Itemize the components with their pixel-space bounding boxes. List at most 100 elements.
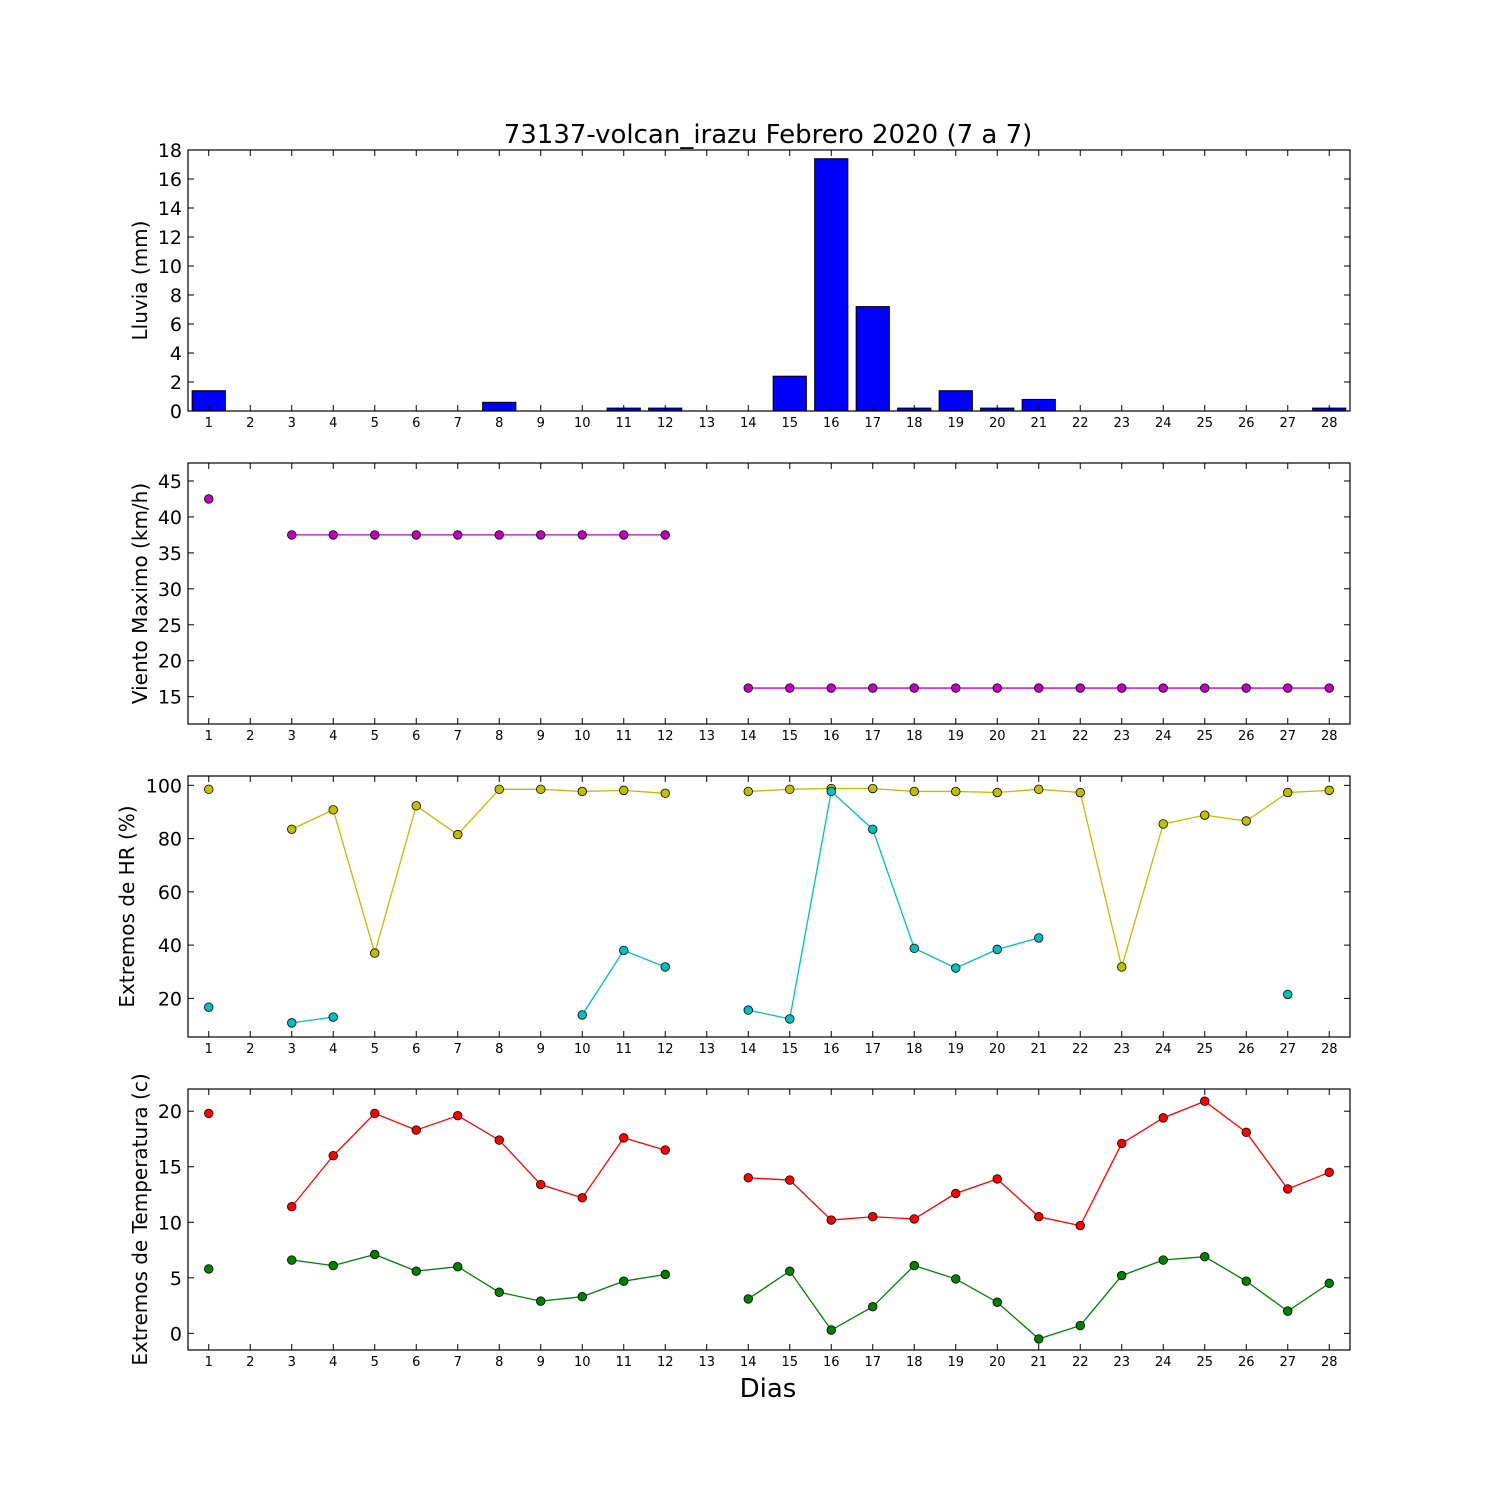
x-tick-label: 27	[1279, 1042, 1296, 1057]
x-tick-label: 5	[371, 729, 379, 744]
data-point	[868, 1301, 878, 1312]
y-tick-label: 40	[158, 507, 182, 529]
x-tick-label: 14	[740, 729, 757, 744]
x-tick-label: 27	[1279, 416, 1296, 431]
data-point	[785, 1266, 795, 1276]
data-point	[1158, 819, 1168, 829]
data-point	[951, 1274, 961, 1284]
x-tick-label: 21	[1030, 416, 1047, 431]
x-tick-label: 19	[947, 729, 964, 744]
data-point	[328, 1260, 338, 1271]
x-tick-label: 18	[906, 416, 923, 431]
x-tick-label: 3	[288, 1355, 296, 1370]
data-point	[370, 948, 380, 958]
data-point	[1158, 1113, 1168, 1123]
x-tick-label: 18	[906, 1042, 923, 1057]
y-tick-label: 0	[170, 401, 182, 423]
data-point	[992, 683, 1002, 693]
data-point	[370, 530, 380, 540]
data-point	[826, 1325, 836, 1335]
y-tick-label: 100	[146, 775, 182, 797]
x-tick-label: 3	[288, 1042, 296, 1057]
data-point	[992, 1297, 1002, 1307]
x-tick-label: 6	[412, 1042, 420, 1057]
data-point	[1283, 1306, 1293, 1316]
x-tick-label: 15	[781, 1355, 798, 1370]
x-tick-label: 7	[454, 416, 462, 431]
y-tick-label: 60	[158, 882, 182, 904]
x-tick-label: 4	[329, 1042, 337, 1057]
x-tick-label: 11	[615, 729, 632, 744]
x-tick-label: 3	[288, 729, 296, 744]
x-tick-label: 11	[615, 416, 632, 431]
x-tick-label: 21	[1030, 729, 1047, 744]
data-point	[287, 1202, 297, 1212]
x-tick-label: 1	[205, 1042, 213, 1057]
data-point	[619, 1133, 629, 1143]
series-line	[291, 1253, 666, 1302]
x-tick-label: 25	[1196, 1355, 1213, 1370]
data-point	[1034, 933, 1044, 943]
data-point	[826, 786, 836, 797]
y-tick-label: 4	[170, 343, 182, 365]
data-point	[411, 801, 421, 811]
data-point	[1241, 816, 1251, 826]
data-point	[1283, 1184, 1293, 1194]
series-line	[291, 788, 666, 956]
data-point	[660, 1145, 670, 1155]
series-line	[748, 790, 1039, 1020]
data-point	[1241, 1127, 1251, 1138]
x-tick-label: 22	[1072, 1042, 1089, 1057]
data-point	[909, 1214, 919, 1224]
data-point	[660, 788, 670, 799]
data-point	[951, 786, 961, 797]
y-tick-label: 20	[158, 988, 182, 1010]
x-tick-label: 9	[537, 416, 545, 431]
x-tick-label: 20	[989, 416, 1006, 431]
x-tick-label: 6	[412, 416, 420, 431]
data-point	[577, 1291, 587, 1302]
x-tick-label: 20	[989, 1355, 1006, 1370]
data-point	[951, 683, 961, 693]
x-tick-label: 7	[454, 729, 462, 744]
data-point	[909, 786, 919, 797]
data-point	[204, 494, 214, 504]
data-point	[370, 1108, 380, 1119]
y-tick-label: 14	[158, 198, 182, 220]
data-point	[204, 1002, 214, 1012]
x-tick-label: 8	[495, 1355, 503, 1370]
data-point	[868, 824, 878, 834]
x-tick-label: 25	[1196, 1042, 1213, 1057]
data-point	[287, 824, 297, 834]
x-tick-label: 19	[947, 1042, 964, 1057]
x-tick-label: 16	[823, 1355, 840, 1370]
data-point	[1200, 810, 1210, 820]
x-tick-label: 26	[1238, 1355, 1255, 1370]
x-tick-label: 13	[698, 729, 715, 744]
x-tick-label: 28	[1321, 729, 1338, 744]
data-point	[577, 786, 587, 797]
data-point	[287, 530, 297, 540]
data-point	[287, 1018, 297, 1028]
y-tick-label: 30	[158, 579, 182, 601]
x-tick-label: 15	[781, 416, 798, 431]
x-tick-label: 26	[1238, 1042, 1255, 1057]
x-tick-label: 18	[906, 729, 923, 744]
x-tick-label: 25	[1196, 416, 1213, 431]
y-tick-label: 15	[158, 1157, 182, 1179]
data-point	[536, 530, 546, 540]
series-1	[204, 1096, 1334, 1231]
x-tick-label: 15	[781, 729, 798, 744]
x-tick-label: 20	[989, 729, 1006, 744]
x-tick-label: 4	[329, 1355, 337, 1370]
series-1	[204, 783, 1334, 972]
y-tick-label: 40	[158, 935, 182, 957]
x-tick-label: 1	[205, 729, 213, 744]
data-point	[743, 1173, 753, 1183]
data-point	[1324, 1167, 1334, 1177]
y-tick-label: 18	[158, 140, 182, 162]
data-point	[951, 963, 961, 973]
chart-title: 73137-volcan_irazu Febrero 2020 (7 a 7)	[504, 120, 1033, 150]
